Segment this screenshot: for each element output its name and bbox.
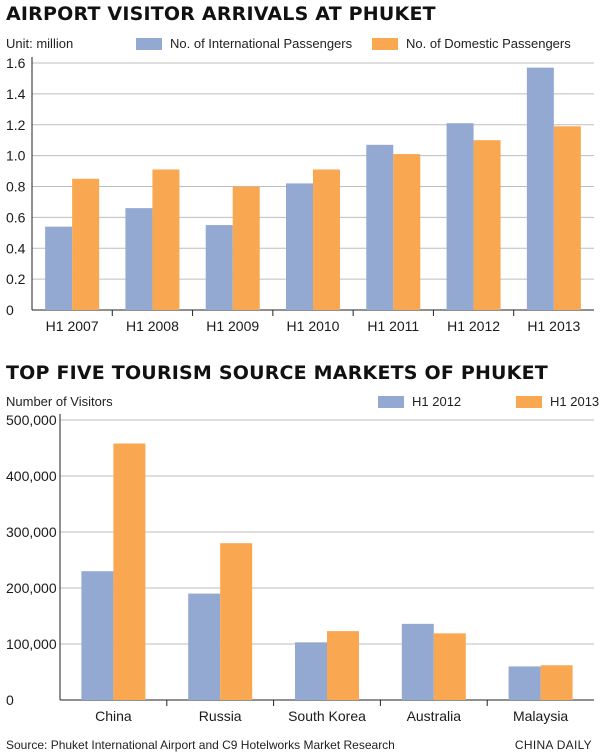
y-tick-label: 400,000	[6, 468, 57, 484]
bar-australia-h1-2012	[401, 623, 434, 700]
x-tick-label-h1-2011: H1 2011	[367, 318, 419, 334]
y-tick-label: 1.0	[6, 148, 26, 164]
bar-h1-2009-no-of-international-passengers	[205, 225, 233, 310]
x-tick-label-china: China	[95, 708, 132, 724]
y-tick-label: 0	[6, 692, 14, 708]
y-tick-label: 1.2	[6, 117, 26, 133]
y-tick-label: 100,000	[6, 636, 57, 652]
x-tick-label-h1-2009: H1 2009	[206, 318, 259, 334]
legend-swatch-international	[136, 37, 162, 50]
legend-label-h1-2013: H1 2013	[550, 394, 600, 409]
bar-h1-2013-no-of-domestic-passengers	[553, 126, 581, 310]
x-tick-label-australia: Australia	[407, 708, 462, 724]
y-tick-label: 0.8	[6, 179, 26, 195]
legend-swatch-h1-2013	[516, 395, 542, 408]
bar-h1-2013-no-of-international-passengers	[526, 67, 554, 310]
chart1-title: AIRPORT VISITOR ARRIVALS AT PHUKET	[6, 3, 436, 25]
bar-south-korea-h1-2013	[327, 631, 359, 700]
bar-h1-2011-no-of-international-passengers	[366, 144, 394, 310]
chart1-legend-domestic: No. of Domestic Passengers	[372, 36, 571, 51]
bar-h1-2010-no-of-international-passengers	[286, 183, 313, 310]
legend-label-international: No. of International Passengers	[170, 36, 353, 51]
y-tick-label: 200,000	[6, 580, 57, 596]
legend-swatch-domestic	[372, 37, 398, 50]
legend-label-h1-2012: H1 2012	[412, 394, 462, 409]
x-tick-label-h1-2013: H1 2013	[527, 318, 580, 334]
x-tick-label-russia: Russia	[199, 708, 242, 724]
bar-australia-h1-2013	[433, 633, 466, 700]
bar-china-h1-2013	[113, 443, 146, 700]
bar-malaysia-h1-2012	[508, 666, 541, 700]
x-tick-label-h1-2010: H1 2010	[287, 318, 340, 334]
y-tick-label: 1.6	[6, 55, 26, 71]
y-tick-label: 0.6	[6, 209, 26, 225]
bar-china-h1-2012	[81, 571, 114, 700]
x-tick-label-h1-2012: H1 2012	[447, 318, 500, 334]
chart2-legend-h1-2013: H1 2013	[516, 394, 599, 409]
bar-h1-2012-no-of-international-passengers	[446, 123, 474, 310]
y-tick-label: 0.4	[6, 240, 26, 256]
chart1-plot: 0 0.2 0.4 0.6 0.8 1.0 1.2 1.4 1.6 H1 2007 H1 2008 H…	[6, 55, 594, 334]
bar-h1-2008-no-of-domestic-passengers	[152, 169, 180, 310]
bar-h1-2011-no-of-domestic-passengers	[393, 154, 421, 310]
x-tick-label-h1-2007: H1 2007	[46, 318, 99, 334]
y-tick-label: 500,000	[6, 412, 57, 428]
y-tick-label: 0	[6, 302, 14, 318]
y-tick-label: 0.2	[6, 271, 26, 287]
bar-h1-2012-no-of-domestic-passengers	[473, 140, 501, 310]
bar-h1-2010-no-of-domestic-passengers	[313, 169, 340, 310]
credit-label: CHINA DAILY	[514, 738, 592, 752]
legend-swatch-h1-2012	[378, 395, 404, 408]
bar-h1-2007-no-of-international-passengers	[45, 226, 73, 310]
bar-south-korea-h1-2012	[295, 642, 327, 700]
bar-russia-h1-2013	[220, 543, 253, 700]
chart2-plot: 0 100,000 200,000 300,000 400,000 500,000 Chin…	[6, 412, 594, 724]
bar-malaysia-h1-2013	[540, 665, 573, 700]
x-tick-label-h1-2008: H1 2008	[126, 318, 179, 334]
chart2-legend-h1-2012: H1 2012	[378, 394, 461, 409]
chart1-legend-international: No. of International Passengers	[136, 36, 352, 51]
x-tick-label-south-korea: South Korea	[288, 708, 366, 724]
y-tick-label: 1.4	[6, 86, 26, 102]
y-tick-label: 300,000	[6, 524, 57, 540]
chart2-title: TOP FIVE TOURISM SOURCE MARKETS OF PHUKE…	[6, 362, 548, 384]
bar-h1-2008-no-of-international-passengers	[125, 208, 153, 310]
chart2-unit-label: Number of Visitors	[6, 394, 113, 409]
bar-h1-2007-no-of-domestic-passengers	[72, 178, 100, 310]
chart1-unit-label: Unit: million	[6, 36, 74, 51]
x-tick-label-malaysia: Malaysia	[513, 708, 568, 724]
source-note: Source: Phuket International Airport and…	[6, 738, 395, 752]
bar-russia-h1-2012	[188, 593, 221, 700]
legend-label-domestic: No. of Domestic Passengers	[406, 36, 571, 51]
bar-h1-2009-no-of-domestic-passengers	[232, 186, 260, 310]
